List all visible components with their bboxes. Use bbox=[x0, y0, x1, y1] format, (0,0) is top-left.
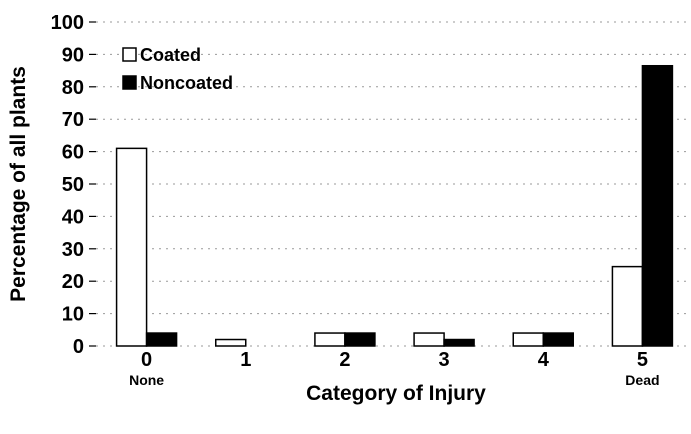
x-tick-label: 1 bbox=[240, 349, 251, 371]
x-tick-label: 2 bbox=[339, 349, 350, 371]
x-tick-sublabel: Dead bbox=[625, 372, 659, 388]
y-tick-label: 10 bbox=[62, 304, 84, 326]
x-tick-label: 4 bbox=[538, 349, 550, 371]
x-tick-sublabel: None bbox=[129, 372, 164, 388]
plot-area bbox=[96, 21, 691, 347]
y-axis-title: Percentage of all plants bbox=[7, 66, 30, 302]
legend: Coated Noncoated bbox=[122, 45, 233, 93]
y-tick-label: 30 bbox=[62, 239, 84, 261]
bar-coated-cat-3 bbox=[413, 332, 445, 347]
y-tick-label: 40 bbox=[62, 206, 84, 228]
y-tick-label: 90 bbox=[62, 44, 84, 66]
y-tick-label: 100 bbox=[51, 12, 84, 34]
x-axis-title: Category of Injury bbox=[306, 382, 486, 405]
legend-label-coated: Coated bbox=[140, 45, 201, 65]
bar-noncoated-cat-4 bbox=[542, 332, 574, 347]
x-tick-label: 5 bbox=[637, 349, 648, 371]
y-tick-label: 50 bbox=[62, 174, 84, 196]
legend-swatch-noncoated bbox=[122, 75, 137, 90]
bar-noncoated-cat-2 bbox=[344, 332, 376, 347]
bar-coated-cat-1 bbox=[215, 338, 247, 347]
x-tick-label: 0 bbox=[141, 349, 152, 371]
y-axis: 0 10 20 30 40 50 60 70 80 90 100 bbox=[51, 12, 96, 358]
bar-coated-cat-4 bbox=[512, 332, 544, 347]
bar-coated-cat-5 bbox=[611, 265, 644, 347]
y-tick-label: 60 bbox=[62, 142, 84, 164]
legend-swatch-coated bbox=[122, 47, 137, 62]
y-tick-label: 70 bbox=[62, 109, 84, 131]
bars bbox=[115, 64, 674, 347]
legend-label-noncoated: Noncoated bbox=[140, 73, 233, 93]
y-tick-label: 80 bbox=[62, 77, 84, 99]
bar-coated-cat-2 bbox=[314, 332, 346, 347]
y-tick-label: 0 bbox=[73, 336, 84, 358]
bar-noncoated-cat-0 bbox=[145, 332, 178, 347]
bar-noncoated-cat-3 bbox=[443, 338, 475, 347]
bar-noncoated-cat-5 bbox=[641, 64, 674, 347]
y-tick-label: 20 bbox=[62, 271, 84, 293]
x-tick-label: 3 bbox=[439, 349, 450, 371]
bar-coated-cat-0 bbox=[115, 147, 148, 347]
